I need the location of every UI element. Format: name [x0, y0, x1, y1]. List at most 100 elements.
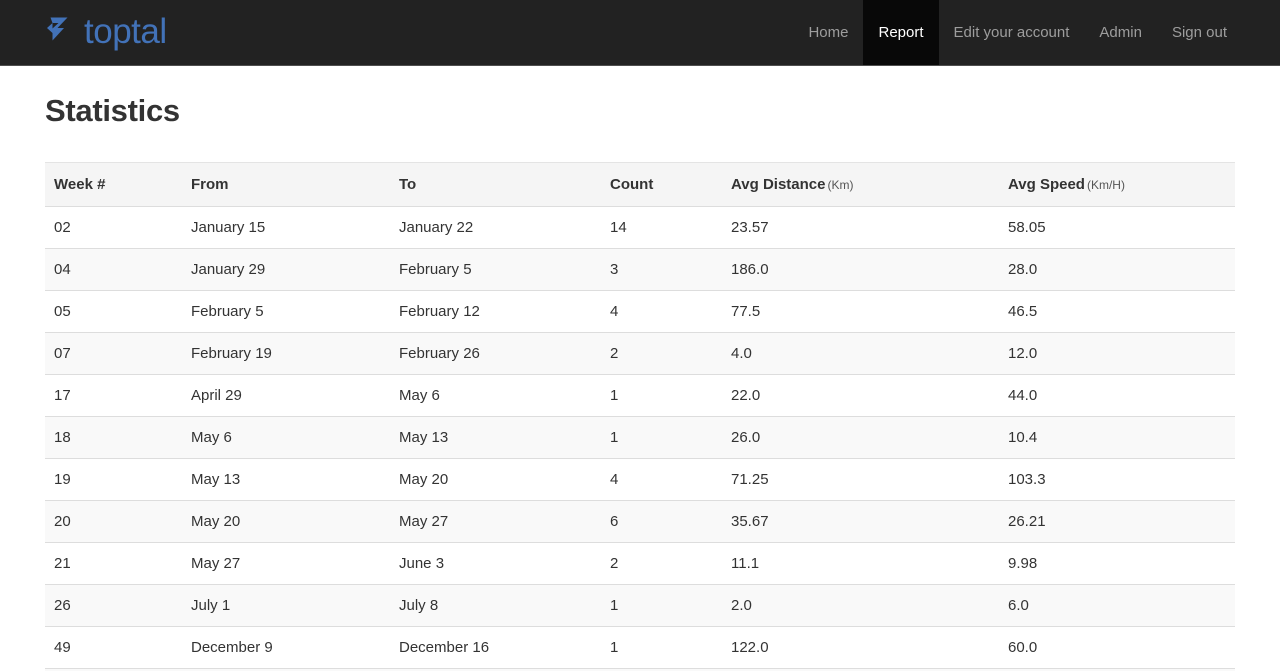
cell-week: 02 — [45, 206, 182, 249]
column-header-week[interactable]: Week # — [45, 162, 182, 207]
cell-from: May 13 — [182, 458, 390, 501]
cell-count: 1 — [601, 416, 722, 459]
cell-avg-distance: 5.0 — [722, 668, 999, 671]
table-header: Week # From To Count Avg Distance (Km) Av… — [45, 162, 1235, 207]
cell-count: 3 — [601, 248, 722, 291]
cell-count: 4 — [601, 290, 722, 333]
cell-avg-speed: 26.21 — [999, 500, 1235, 543]
table-row: 17 April 29 May 6 1 22.0 44.0 — [45, 374, 1235, 417]
table-row: 19 May 13 May 20 4 71.25 103.3 — [45, 458, 1235, 501]
cell-to: February 5 — [390, 248, 601, 291]
brand-logo-link[interactable]: toptal — [0, 0, 167, 65]
cell-from: December 16 — [182, 668, 390, 671]
nav-item-report[interactable]: Report — [863, 0, 939, 65]
cell-avg-speed: 60.0 — [999, 626, 1235, 669]
cell-to: February 26 — [390, 332, 601, 375]
cell-from: May 20 — [182, 500, 390, 543]
cell-week: 20 — [45, 500, 182, 543]
cell-avg-distance: 22.0 — [722, 374, 999, 417]
statistics-table: Week # From To Count Avg Distance (Km) Av… — [45, 162, 1235, 671]
cell-avg-speed: 103.3 — [999, 458, 1235, 501]
table-header-row: Week # From To Count Avg Distance (Km) Av… — [45, 162, 1235, 207]
cell-from: May 6 — [182, 416, 390, 459]
cell-avg-speed: 9.98 — [999, 542, 1235, 585]
column-header-week-label: Week # — [54, 176, 106, 193]
table-body: 02 January 15 January 22 14 23.57 58.05 04 Janu… — [45, 206, 1235, 671]
cell-week: 05 — [45, 290, 182, 333]
cell-week: 21 — [45, 542, 182, 585]
cell-to: May 6 — [390, 374, 601, 417]
nav-item-admin[interactable]: Admin — [1099, 24, 1142, 41]
page-title: Statistics — [45, 93, 180, 128]
table-row: 50December 16December 2315.010.0 — [45, 668, 1235, 671]
cell-from: July 1 — [182, 584, 390, 627]
cell-to: December 16 — [390, 626, 601, 669]
table-row: 18 May 6 May 13 1 26.0 10.4 — [45, 416, 1235, 459]
column-header-to-label: To — [399, 176, 417, 193]
cell-to: May 27 — [390, 500, 601, 543]
cell-count: 1 — [601, 374, 722, 417]
table-row: 20 May 20 May 27 6 35.67 26.21 — [45, 500, 1235, 543]
cell-to: February 12 — [390, 290, 601, 333]
cell-week: 04 — [45, 248, 182, 291]
nav-item-edit-your-account[interactable]: Edit your account — [953, 24, 1070, 41]
brand-wordmark: toptal — [84, 12, 167, 51]
cell-avg-distance: 23.57 — [722, 206, 999, 249]
table-row: 02 January 15 January 22 14 23.57 58.05 — [45, 206, 1235, 249]
column-header-from[interactable]: From — [182, 162, 390, 207]
column-header-avg-distance-unit: (Km) — [827, 178, 854, 192]
cell-avg-distance: 2.0 — [722, 584, 999, 627]
cell-avg-speed: 10.0 — [999, 668, 1235, 671]
cell-avg-distance: 4.0 — [722, 332, 999, 375]
cell-week: 18 — [45, 416, 182, 459]
cell-week: 50 — [45, 668, 182, 671]
main-content: Statistics Week # From To Count Avg Dist… — [0, 93, 1280, 671]
table-row: 04 January 29 February 5 3 186.0 28.0 — [45, 248, 1235, 291]
nav-links: Home Report Edit your account Admin Sign… — [753, 0, 1280, 65]
cell-from: February 19 — [182, 332, 390, 375]
cell-from: May 27 — [182, 542, 390, 585]
cell-to: January 22 — [390, 206, 601, 249]
column-header-to[interactable]: To — [390, 162, 601, 207]
table-row: 26 July 1 July 8 1 2.0 6.0 — [45, 584, 1235, 627]
cell-avg-speed: 6.0 — [999, 584, 1235, 627]
table-row: 05 February 5 February 12 4 77.5 46.5 — [45, 290, 1235, 333]
nav-item-sign-out[interactable]: Sign out — [1171, 24, 1227, 41]
cell-to: December 23 — [390, 668, 601, 671]
column-header-avg-speed-label: Avg Speed — [1008, 176, 1085, 193]
column-header-count[interactable]: Count — [601, 162, 722, 207]
cell-avg-distance: 77.5 — [722, 290, 999, 333]
column-header-avg-speed[interactable]: Avg Speed (Km/H) — [999, 162, 1235, 207]
cell-to: May 13 — [390, 416, 601, 459]
cell-avg-distance: 122.0 — [722, 626, 999, 669]
toptal-logo-icon — [45, 14, 75, 51]
cell-week: 26 — [45, 584, 182, 627]
top-navbar: toptal Home Report Edit your account Adm… — [0, 0, 1280, 66]
column-header-count-label: Count — [610, 176, 654, 193]
cell-to: July 8 — [390, 584, 601, 627]
column-header-from-label: From — [191, 176, 229, 193]
cell-avg-speed: 44.0 — [999, 374, 1235, 417]
cell-avg-speed: 28.0 — [999, 248, 1235, 291]
column-header-avg-distance[interactable]: Avg Distance (Km) — [722, 162, 999, 207]
cell-count: 2 — [601, 332, 722, 375]
cell-from: December 9 — [182, 626, 390, 669]
table-row: 49 December 9 December 16 1 122.0 60.0 — [45, 626, 1235, 669]
cell-count: 1 — [601, 584, 722, 627]
cell-avg-distance: 26.0 — [722, 416, 999, 459]
cell-count: 4 — [601, 458, 722, 501]
cell-avg-speed: 10.4 — [999, 416, 1235, 459]
cell-avg-distance: 11.1 — [722, 542, 999, 585]
cell-avg-speed: 12.0 — [999, 332, 1235, 375]
table-row: 07 February 19 February 26 2 4.0 12.0 — [45, 332, 1235, 375]
cell-week: 07 — [45, 332, 182, 375]
cell-count: 2 — [601, 542, 722, 585]
nav-item-home[interactable]: Home — [808, 24, 849, 41]
cell-week: 17 — [45, 374, 182, 417]
cell-from: January 15 — [182, 206, 390, 249]
cell-avg-distance: 71.25 — [722, 458, 999, 501]
cell-week: 19 — [45, 458, 182, 501]
cell-week: 49 — [45, 626, 182, 669]
cell-to: May 20 — [390, 458, 601, 501]
cell-count: 6 — [601, 500, 722, 543]
